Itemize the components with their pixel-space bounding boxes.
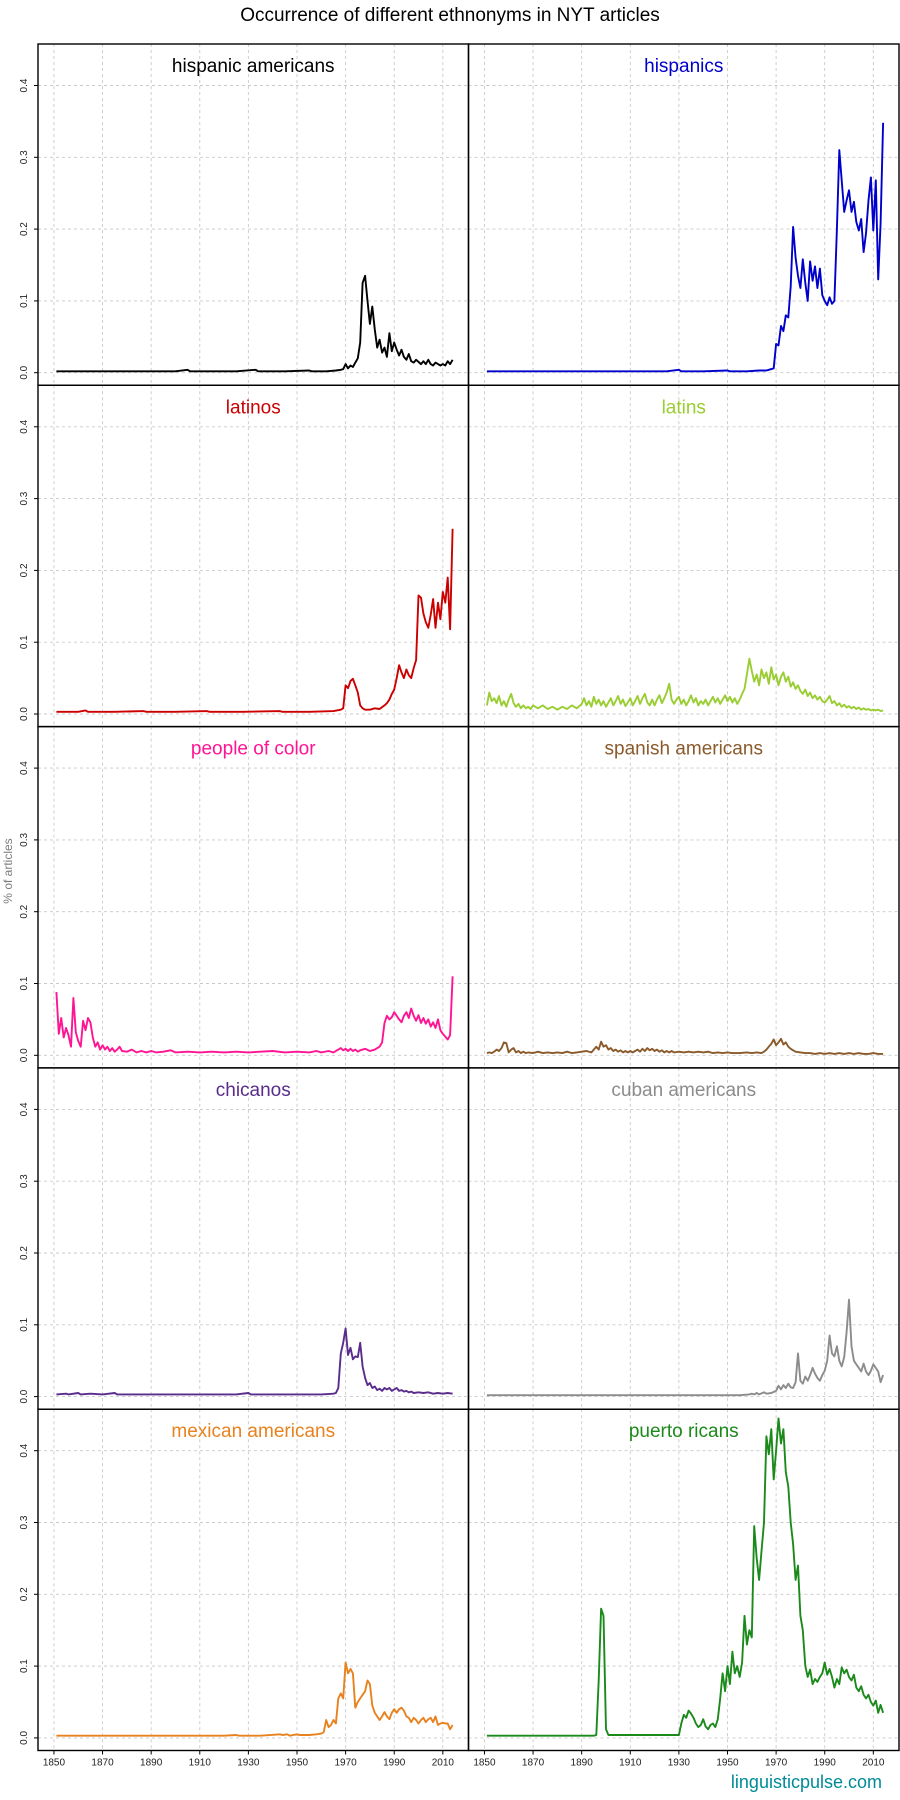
panel-mexican-americans: 0.0 0.1 0.2 0.3 0.4 1850 1870 1890 1910 1930 1950 1… [19,1408,470,1769]
panel-title-latinos: latinos [226,397,281,418]
line-hispanics [486,122,885,373]
line-people-of-color [55,976,454,1054]
y-tick-label: 0.3 [19,1174,30,1188]
y-tick-label: 0.0 [19,1389,30,1403]
panel-title-puerto-ricans: puerto ricans [629,1421,739,1442]
y-tick-label: 0.3 [19,150,30,164]
panel-border [467,1408,900,1752]
panel-title-hispanics: hispanics [644,56,723,77]
line-latinos [56,528,454,713]
chart-title: Occurrence of different ethnonyms in NYT… [240,5,660,26]
panel-puerto-ricans: 1850 1870 1890 1910 1930 1950 1970 1990 2010 puer… [467,1408,900,1769]
y-tick-label: 0.0 [19,1731,30,1745]
y-tick-label: 0.1 [19,976,30,990]
panel-title-hispanic-americans: hispanic americans [172,56,335,77]
y-tick-label: 0.1 [19,1659,30,1673]
panel-hispanic-americans: 0.0 0.1 0.2 0.3 0.4 hispanic americans [19,43,470,386]
panel-title-chicanos: chicanos [216,1080,291,1101]
line-puerto-ricans [486,1417,885,1737]
site-credit-link[interactable]: linguisticpulse.com [730,1772,882,1792]
panel-people-of-color: 0.0 0.1 0.2 0.3 0.4 people of color [19,725,470,1069]
y-tick-label: 0.0 [19,1048,30,1062]
x-tick-label: 1890 [140,1758,163,1769]
x-tick-label: 1970 [765,1758,788,1769]
line-spanish-americans [486,1037,884,1055]
y-tick-label: 0.4 [19,761,30,775]
y-tick-label: 0.1 [19,294,30,308]
y-tick-label: 0.0 [19,707,30,721]
x-tick-label: 1850 [473,1758,496,1769]
x-tick-label: 1910 [619,1758,642,1769]
y-tick-label: 0.3 [19,491,30,505]
y-tick-label: 0.2 [19,904,30,918]
y-tick-label: 0.0 [19,365,30,379]
panel-title-cuban-americans: cuban americans [611,1080,756,1101]
y-tick-label: 0.3 [19,1515,30,1529]
y-tick-label: 0.4 [19,78,30,92]
x-tick-label: 1930 [237,1758,260,1769]
y-tick-label: 0.2 [19,1246,30,1260]
x-tick-label: 1990 [383,1758,406,1769]
y-tick-label: 0.1 [19,635,30,649]
panel-title-spanish-americans: spanish americans [605,739,763,760]
y-tick-label: 0.4 [19,419,30,433]
panel-hispanics: hispanics [467,43,900,386]
y-tick-label: 0.4 [19,1443,30,1457]
y-tick-label: 0.2 [19,563,30,577]
panel-title-people-of-color: people of color [191,739,316,760]
x-tick-label: 1910 [189,1758,212,1769]
line-latins [485,657,884,713]
x-tick-label: 1930 [668,1758,691,1769]
panel-title-latins: latins [662,397,706,418]
y-tick-label: 0.3 [19,833,30,847]
panel-spanish-americans: spanish americans [467,725,900,1069]
x-tick-label: 2010 [432,1758,455,1769]
y-tick-label: 0.4 [19,1102,30,1116]
line-hispanic-americans [56,274,454,373]
x-tick-label: 1870 [91,1758,114,1769]
line-chicanos [56,1327,453,1396]
x-tick-label: 1850 [43,1758,66,1769]
x-tick-label: 1950 [716,1758,739,1769]
panel-chicanos: 0.0 0.1 0.2 0.3 0.4 chicanos [19,1067,470,1410]
line-mexican-americans [56,1661,454,1737]
panel-cuban-americans: cuban americans [467,1067,900,1410]
panel-latinos: 0.0 0.1 0.2 0.3 0.4 latinos [19,384,470,728]
x-tick-label: 1990 [814,1758,837,1769]
y-tick-label: 0.1 [19,1317,30,1331]
x-tick-label: 1970 [334,1758,357,1769]
line-cuban-americans [486,1298,884,1397]
panel-latins: latins [467,384,900,728]
x-tick-label: 2010 [862,1758,885,1769]
y-tick-label: 0.2 [19,1587,30,1601]
y-tick-label: 0.2 [19,222,30,236]
x-tick-label: 1870 [522,1758,545,1769]
x-tick-label: 1950 [286,1758,309,1769]
panel-title-mexican-americans: mexican americans [171,1421,335,1442]
x-tick-label: 1890 [571,1758,594,1769]
